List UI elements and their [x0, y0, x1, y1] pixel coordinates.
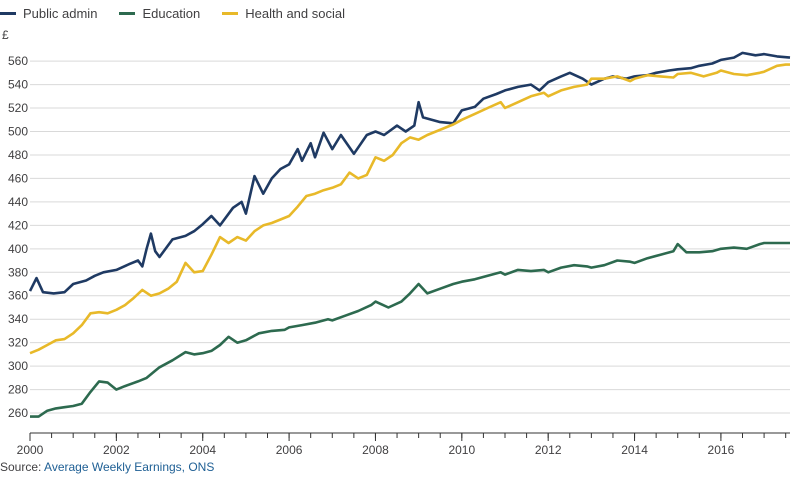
- legend-item-education[interactable]: Education: [119, 6, 200, 21]
- y-tick-label-440: 440: [8, 195, 28, 209]
- y-tick-label-340: 340: [8, 312, 28, 326]
- x-tick-label-2004: 2004: [189, 443, 216, 457]
- x-tick-label-2012: 2012: [535, 443, 562, 457]
- y-tick-label-480: 480: [8, 148, 28, 162]
- series-line-education[interactable]: [30, 241, 790, 418]
- x-tick-label-2008: 2008: [362, 443, 389, 457]
- y-tick-label-280: 280: [8, 383, 28, 397]
- x-tick-label-2016: 2016: [708, 443, 735, 457]
- y-tick-label-520: 520: [8, 101, 28, 115]
- y-axis: 260 280 300 320 340 360 380 400 420 440 460 480 500 5…: [8, 54, 28, 420]
- y-tick-label-300: 300: [8, 359, 28, 373]
- y-tick-label-560: 560: [8, 54, 28, 68]
- legend: Public admin Education Health and social: [0, 6, 345, 21]
- y-tick-label-540: 540: [8, 78, 28, 92]
- y-tick-label-360: 360: [8, 289, 28, 303]
- source-prefix: Source:: [0, 460, 45, 474]
- y-tick-label-320: 320: [8, 336, 28, 350]
- grid-lines: [30, 60, 790, 414]
- legend-item-public-admin[interactable]: Public admin: [0, 6, 97, 21]
- x-tick-label-2014: 2014: [621, 443, 648, 457]
- y-tick-label-500: 500: [8, 125, 28, 139]
- legend-label-health-social: Health and social: [245, 6, 345, 21]
- legend-swatch-health-social: [222, 12, 239, 15]
- legend-label-public-admin: Public admin: [23, 6, 98, 21]
- source-note: Source: Average Weekly Earnings, ONS: [0, 460, 214, 474]
- series-line-health-and-social[interactable]: [29, 63, 790, 355]
- x-tick-label-2006: 2006: [276, 443, 303, 457]
- series-lines: [28, 51, 791, 418]
- legend-label-education: Education: [142, 6, 201, 21]
- series-line-public-admin[interactable]: [28, 51, 791, 295]
- x-tick-label-2002: 2002: [103, 443, 130, 457]
- y-tick-label-460: 460: [8, 171, 28, 185]
- legend-item-health-social[interactable]: Health and social: [222, 6, 345, 21]
- y-tick-label-260: 260: [8, 406, 28, 420]
- legend-swatch-education: [119, 12, 136, 15]
- source-link[interactable]: Average Weekly Earnings, ONS: [44, 460, 215, 474]
- y-tick-label-420: 420: [8, 218, 28, 232]
- x-axis: 2000 2002 2004 2006 2008 2010 2012 2014 2016: [17, 432, 790, 457]
- y-tick-label-400: 400: [8, 242, 28, 256]
- y-tick-label-380: 380: [8, 265, 28, 279]
- x-tick-label-2000: 2000: [17, 443, 44, 457]
- x-tick-label-2010: 2010: [448, 443, 475, 457]
- y-axis-unit: £: [2, 28, 9, 42]
- legend-swatch-public-admin: [0, 12, 16, 15]
